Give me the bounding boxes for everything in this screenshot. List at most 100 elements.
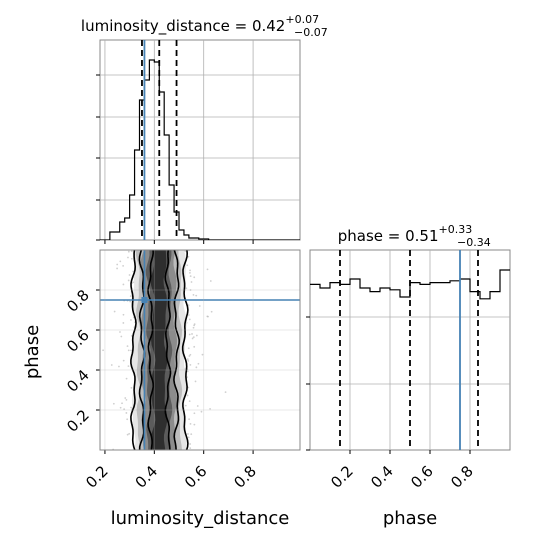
scatter-point: [118, 365, 120, 368]
scatter-point: [192, 293, 195, 296]
scatter-point: [125, 398, 128, 401]
joint-ytick-label-1: 0.4: [63, 366, 93, 396]
joint-contours: [130, 250, 189, 450]
scatter-point: [188, 333, 191, 336]
joint-frame: [99, 249, 301, 451]
scatter-point: [195, 294, 198, 297]
phase-title-prefix: phase =: [338, 227, 405, 245]
scatter-point: [129, 300, 132, 303]
scatter-point: [127, 279, 130, 282]
joint-ytick-label-3: 0.8: [63, 286, 93, 316]
hist2-xtick-label-0: 0.2: [327, 462, 357, 492]
scatter-point: [121, 402, 123, 405]
luminosity-distance-title-prefix: luminosity_distance =: [81, 17, 252, 36]
phase-histogram-step: [310, 269, 510, 300]
joint-ytick-label-0: 0.2: [63, 406, 93, 436]
scatter-point: [187, 359, 190, 362]
joint-xtick-label-1: 0.4: [132, 462, 162, 492]
scatter-point: [200, 410, 203, 413]
scatter-point: [188, 418, 191, 421]
scatter-point: [127, 365, 130, 367]
scatter-point: [193, 324, 196, 327]
scatter-point: [122, 322, 125, 324]
scatter-point: [112, 402, 115, 405]
contour-2-right: [164, 250, 172, 450]
scatter-point: [198, 305, 201, 307]
scatter-point: [197, 362, 200, 365]
scatter-point: [110, 364, 113, 366]
contour-0-right: [181, 250, 189, 450]
scatter-point: [201, 353, 204, 356]
scatter-point: [185, 287, 188, 290]
scatter-point: [130, 250, 133, 253]
scatter-point: [210, 310, 213, 313]
scatter-point: [206, 268, 209, 271]
hist1-frame: [99, 39, 301, 241]
scatter-point: [132, 270, 135, 273]
scatter-point: [194, 380, 197, 383]
scatter-point: [102, 349, 104, 352]
scatter-point: [130, 349, 132, 352]
scatter-point: [193, 276, 196, 279]
scatter-point: [130, 386, 133, 389]
scatter-point: [224, 391, 227, 394]
scatter-point: [127, 349, 130, 352]
hist2-xtick-label-3: 0.8: [447, 462, 477, 492]
scatter-point: [195, 334, 198, 337]
scatter-point: [189, 353, 192, 356]
joint-xtick-label-0: 0.2: [82, 462, 112, 492]
joint-density-panel: 0.2 0.4 0.6 0.8 0.2 0.4 0.6 0.8: [63, 249, 301, 492]
contour-2-left: [147, 250, 155, 450]
scatter-point: [206, 315, 209, 318]
hist2-xtick-label-2: 0.6: [407, 462, 437, 492]
x-axis-label-luminosity-distance: luminosity_distance: [111, 508, 290, 529]
scatter-point: [130, 257, 133, 260]
scatter-point: [187, 347, 190, 350]
scatter-point: [188, 355, 191, 357]
phase-title-upper: +0.33: [439, 223, 473, 236]
scatter-point: [120, 335, 123, 338]
luminosity-distance-title-median: 0.42: [252, 17, 285, 35]
hist1-grid: [100, 40, 300, 240]
scatter-point: [209, 280, 212, 282]
scatter-point: [126, 418, 129, 421]
scatter-point: [189, 289, 192, 291]
y-axis-label-phase: phase: [22, 325, 43, 379]
scatter-point: [190, 281, 193, 283]
joint-xtick-label-3: 0.8: [230, 462, 260, 492]
luminosity-distance-histogram-panel: luminosity_distance = 0.42+0.07 −0.07: [81, 13, 328, 244]
scatter-point: [189, 271, 191, 274]
scatter-point: [125, 377, 128, 380]
x-axis-label-phase: phase: [383, 508, 437, 529]
scatter-point: [116, 267, 119, 270]
scatter-point: [129, 295, 132, 298]
scatter-point: [130, 406, 132, 409]
phase-title-median: 0.51: [405, 227, 438, 245]
scatter-point: [186, 370, 189, 373]
scatter-point: [195, 366, 198, 369]
scatter-point: [122, 359, 125, 362]
scatter-point: [191, 337, 194, 340]
scatter-point: [196, 405, 199, 407]
scatter-point: [130, 319, 132, 321]
hist1-ticks: [96, 74, 254, 244]
scatter-point: [113, 310, 116, 313]
hist2-xtick-label-1: 0.4: [367, 462, 397, 492]
scatter-point: [116, 263, 119, 266]
scatter-point: [89, 400, 91, 402]
contour-1-right: [173, 250, 181, 450]
contour-0-left: [130, 250, 137, 450]
scatter-point: [128, 432, 131, 435]
scatter-point: [193, 345, 196, 348]
scatter-point: [184, 404, 187, 407]
scatter-point: [187, 436, 190, 439]
phase-title-lower: −0.34: [457, 236, 491, 249]
scatter-point: [122, 264, 125, 267]
scatter-point: [189, 422, 192, 425]
scatter-point: [119, 331, 121, 333]
scatter-point: [190, 433, 193, 436]
luminosity-distance-title-lower: −0.07: [294, 26, 328, 39]
scatter-point: [209, 408, 211, 410]
scatter-point: [187, 314, 190, 316]
scatter-point: [188, 318, 191, 321]
